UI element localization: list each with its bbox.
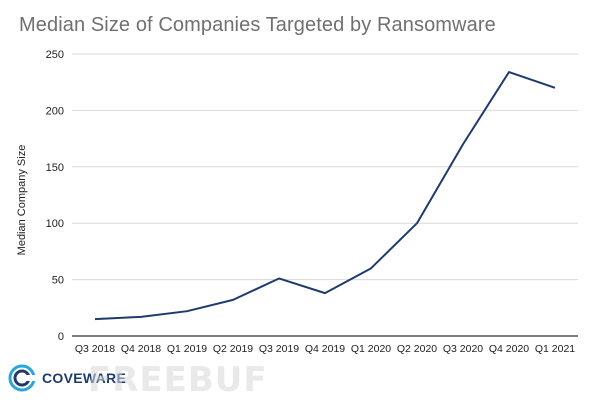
coveware-logo: COVEWARE xyxy=(8,364,126,392)
series xyxy=(94,71,556,321)
y-tick-label: 250 xyxy=(46,49,64,61)
x-tick-label: Q1 2019 xyxy=(167,343,207,355)
x-tick-label: Q3 2019 xyxy=(259,343,299,355)
x-tick-label: Q4 2019 xyxy=(305,343,345,355)
series-line xyxy=(94,71,556,321)
watermark-text: FREEBUF xyxy=(88,360,268,400)
grid-lines xyxy=(72,53,578,337)
x-tick-label: Q4 2018 xyxy=(121,343,161,355)
y-tick-label: 150 xyxy=(46,162,64,174)
x-tick-label: Q3 2018 xyxy=(75,343,115,355)
y-tick-labels: 0 50 100 150 200 250 xyxy=(46,49,64,343)
y-tick-label: 200 xyxy=(46,105,64,117)
x-tick-label: Q3 2020 xyxy=(443,343,483,355)
x-tick-label: Q2 2020 xyxy=(397,343,437,355)
x-tick-labels: Q3 2018 Q4 2018 Q1 2019 Q2 2019 Q3 2019 Q4 20… xyxy=(75,343,575,355)
y-tick-label: 50 xyxy=(52,275,64,287)
x-tick-label: Q1 2020 xyxy=(351,343,391,355)
x-tick-label: Q2 2019 xyxy=(213,343,253,355)
coveware-logo-icon xyxy=(8,364,36,392)
y-tick-label: 0 xyxy=(58,331,64,343)
y-tick-label: 100 xyxy=(46,218,64,230)
logo-text: COVEWARE xyxy=(42,370,127,386)
chart-title: Median Size of Companies Targeted by Ran… xyxy=(19,14,496,36)
x-tick-label: Q4 2020 xyxy=(489,343,529,355)
x-tick-label: Q1 2021 xyxy=(535,343,575,355)
